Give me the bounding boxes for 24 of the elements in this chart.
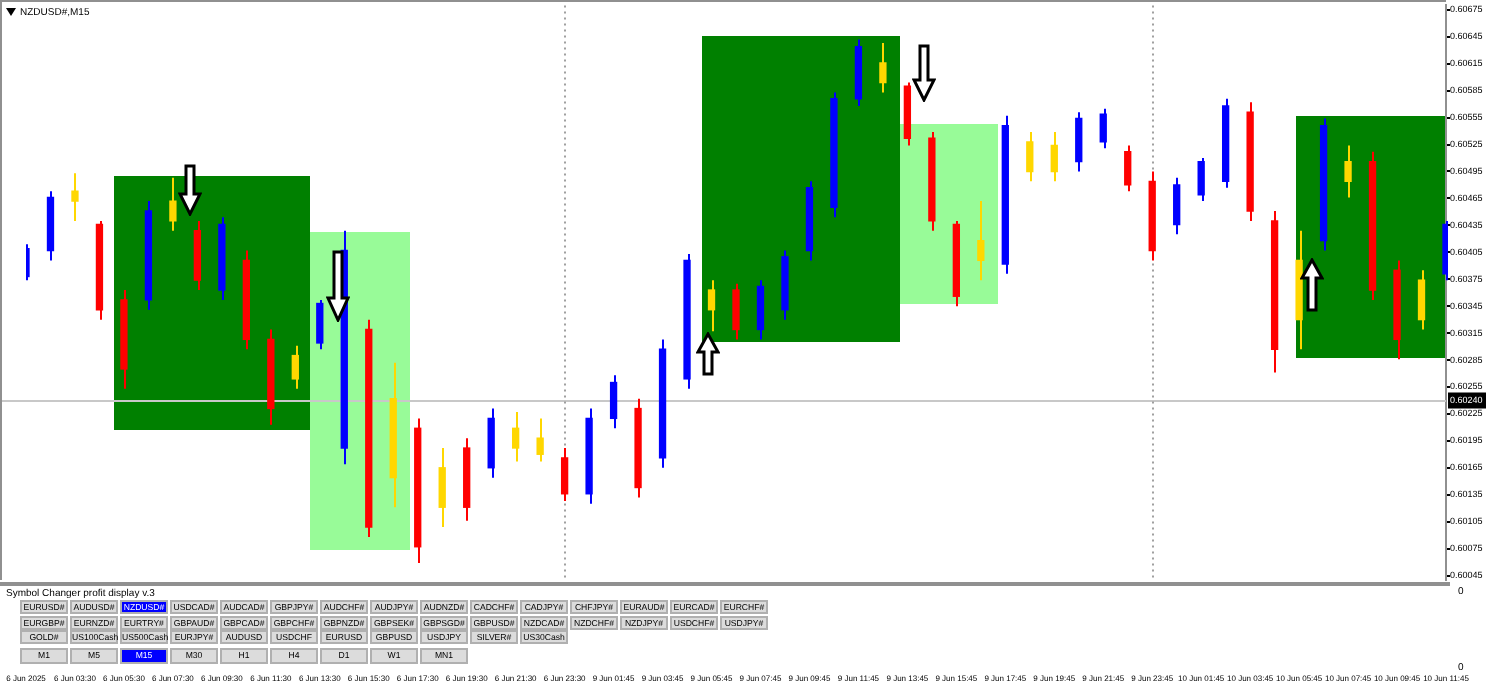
- candlestick: [512, 411, 520, 463]
- candlestick: [1417, 269, 1426, 331]
- candlestick: [1197, 157, 1205, 203]
- candlestick: [1442, 219, 1448, 282]
- candlestick: [1026, 130, 1034, 183]
- candlestick: [536, 417, 544, 463]
- candlestick: [560, 447, 569, 502]
- candlestick: [169, 176, 177, 232]
- candlestick: [291, 344, 299, 390]
- candlestick: [732, 282, 740, 341]
- candlestick: [756, 279, 765, 341]
- candlestick: [1075, 111, 1083, 173]
- candlestick: [1099, 107, 1107, 150]
- candlestick: [1173, 176, 1181, 236]
- candlestick: [438, 447, 446, 529]
- candlestick: [707, 279, 716, 333]
- candlestick: [316, 298, 324, 351]
- candlestick: [609, 374, 618, 430]
- candlestick: [879, 42, 887, 94]
- candlestick: [1344, 144, 1352, 199]
- candlestick: [71, 172, 79, 222]
- candlestick: [1124, 144, 1132, 193]
- candlestick: [1050, 130, 1058, 183]
- candlestick: [977, 200, 985, 282]
